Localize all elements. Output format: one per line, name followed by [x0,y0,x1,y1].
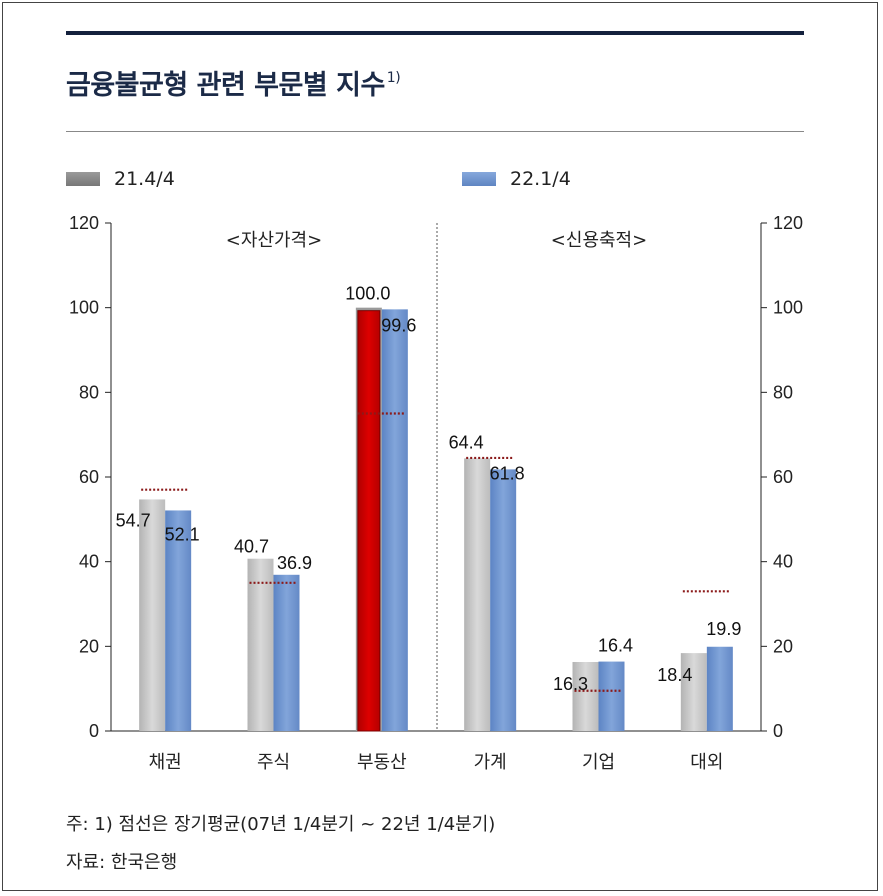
value-label-series2: 61.8 [490,463,525,483]
legend-label-series1: 21.4/4 [114,168,175,190]
value-label-series1: 54.7 [116,510,151,530]
value-label-series2: 52.1 [165,524,200,544]
y-tick-label-right: 120 [773,213,803,233]
legend-item-series2: 22.1/4 [462,166,571,192]
bar-series1 [680,653,707,731]
value-label-series1: 100.0 [345,284,390,304]
category-label: 주식 [257,752,290,773]
category-label: 대외 [690,752,723,773]
chart-title: 금융불균형 관련 부문별 지수 1) [66,63,401,102]
group-label-asset-prices: <자산가격> [226,230,322,251]
value-label-series2: 36.9 [277,553,312,573]
footnote: 주: 1) 점선은 장기평균(07년 1/4분기 ~ 22년 1/4분기) [66,814,496,835]
y-tick-label-right: 40 [773,552,793,572]
legend-swatch-series1 [66,172,100,186]
bar-series2 [706,646,733,731]
bar-series1 [464,458,491,731]
value-label-series2: 99.6 [381,315,416,335]
group-label-credit-accumulation: <신용축적> [551,230,647,251]
value-label-series1: 40.7 [234,537,269,557]
y-tick-label-left: 60 [79,467,99,487]
legend-label-series2: 22.1/4 [510,168,571,190]
title-note: 1) [386,70,401,86]
bar-series2 [381,309,408,731]
value-label-series1: 18.4 [657,665,692,685]
y-tick-label-left: 0 [89,721,99,741]
y-tick-label-right: 100 [773,298,803,318]
bar-series2 [490,469,517,731]
y-tick-label-left: 80 [79,382,99,402]
title-text: 금융불균형 관련 부문별 지수 [66,70,385,101]
y-tick-label-left: 100 [69,298,99,318]
value-label-series2: 19.9 [706,619,741,639]
category-label: 채권 [149,752,182,773]
y-tick-label-left: 120 [69,213,99,233]
y-tick-label-left: 20 [79,636,99,656]
category-label: 부동산 [357,752,407,773]
y-tick-label-left: 40 [79,552,99,572]
y-tick-label-right: 80 [773,382,793,402]
value-label-series1: 16.3 [553,674,588,694]
bar-series2 [598,661,625,731]
source-note: 자료: 한국은행 [66,852,178,873]
bar-series2 [165,510,192,731]
value-label-series1: 64.4 [449,432,484,452]
y-tick-label-right: 20 [773,636,793,656]
bar-series1 [572,661,599,731]
legend-swatch-series2 [462,172,496,186]
category-label: 기업 [582,752,615,773]
bar-series1 [139,499,166,731]
top-rule [66,31,804,35]
y-tick-label-right: 0 [773,721,783,741]
bar-series1 [247,558,274,731]
y-tick-label-right: 60 [773,467,793,487]
bar-series1-highlight [357,310,381,732]
title-rule [66,131,804,132]
category-label: 가계 [474,752,507,773]
legend-item-series1: 21.4/4 [66,166,175,192]
value-label-series2: 16.4 [598,636,633,656]
bar-series2 [273,574,300,731]
